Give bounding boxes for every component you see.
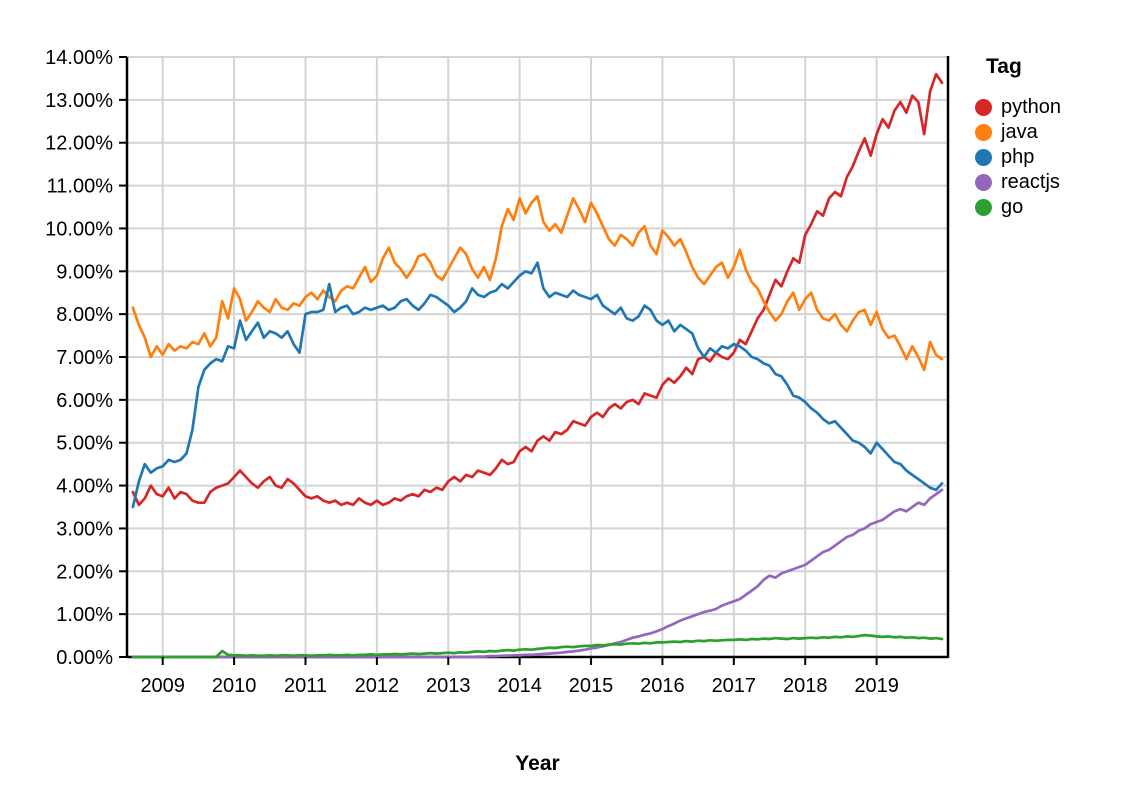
series-line-reactjs[interactable] bbox=[131, 488, 944, 659]
legend-item-go: go bbox=[975, 195, 1061, 220]
series-line-python[interactable] bbox=[131, 72, 944, 507]
y-tick-label: 12.00% bbox=[45, 133, 113, 155]
legend-swatch-php bbox=[975, 149, 992, 166]
y-tick-label: 6.00% bbox=[56, 390, 113, 412]
legend-title: Tag bbox=[986, 55, 1022, 78]
x-tick-label: 2019 bbox=[854, 675, 899, 697]
x-tick-label: 2012 bbox=[355, 675, 400, 697]
legend-swatch-python bbox=[975, 99, 992, 116]
legend-item-python: python bbox=[975, 95, 1061, 120]
legend-swatch-go bbox=[975, 199, 992, 216]
y-tick-label: 0.00% bbox=[56, 647, 113, 669]
legend-swatch-java bbox=[975, 124, 992, 141]
y-tick-label: 8.00% bbox=[56, 304, 113, 326]
series-line-php[interactable] bbox=[131, 261, 944, 509]
y-tick-label: 7.00% bbox=[56, 347, 113, 369]
legend-item-php: php bbox=[975, 145, 1061, 170]
x-tick-label: 2013 bbox=[426, 675, 471, 697]
legend-swatch-reactjs bbox=[975, 174, 992, 191]
y-tick-label: 4.00% bbox=[56, 476, 113, 498]
x-tick-label: 2014 bbox=[497, 675, 542, 697]
series-line-go[interactable] bbox=[131, 633, 944, 659]
y-tick-label: 9.00% bbox=[56, 261, 113, 283]
y-tick-label: 3.00% bbox=[56, 518, 113, 540]
y-tick-label: 11.00% bbox=[47, 176, 114, 198]
x-tick-label: 2010 bbox=[212, 675, 257, 697]
y-tick-label: 2.00% bbox=[56, 561, 113, 583]
legend-items: python java php reactjs go bbox=[975, 95, 1061, 220]
series-line-java[interactable] bbox=[131, 194, 944, 372]
x-tick-label: 2009 bbox=[140, 675, 185, 697]
legend: Tag python java php reactjs go bbox=[975, 55, 1061, 220]
x-tick-label: 2016 bbox=[640, 675, 685, 697]
legend-label-php: php bbox=[1001, 146, 1035, 168]
legend-label-go: go bbox=[1001, 196, 1024, 218]
y-tick-label: 5.00% bbox=[56, 433, 113, 455]
legend-item-java: java bbox=[975, 120, 1061, 145]
y-tick-label: 10.00% bbox=[45, 218, 113, 240]
legend-label-reactjs: reactjs bbox=[1001, 171, 1060, 193]
x-tick-label: 2015 bbox=[569, 675, 614, 697]
x-tick-label: 2018 bbox=[783, 675, 828, 697]
legend-label-python: python bbox=[1001, 96, 1062, 118]
y-tick-label: 13.00% bbox=[45, 90, 113, 112]
legend-label-java: java bbox=[1001, 121, 1038, 143]
y-tick-label: 1.00% bbox=[56, 604, 113, 626]
x-tick-label: 2017 bbox=[712, 675, 757, 697]
y-tick-label: 14.00% bbox=[45, 47, 113, 69]
x-axis-title: Year bbox=[515, 752, 560, 775]
x-tick-label: 2011 bbox=[284, 675, 327, 697]
legend-item-reactjs: reactjs bbox=[975, 170, 1061, 195]
